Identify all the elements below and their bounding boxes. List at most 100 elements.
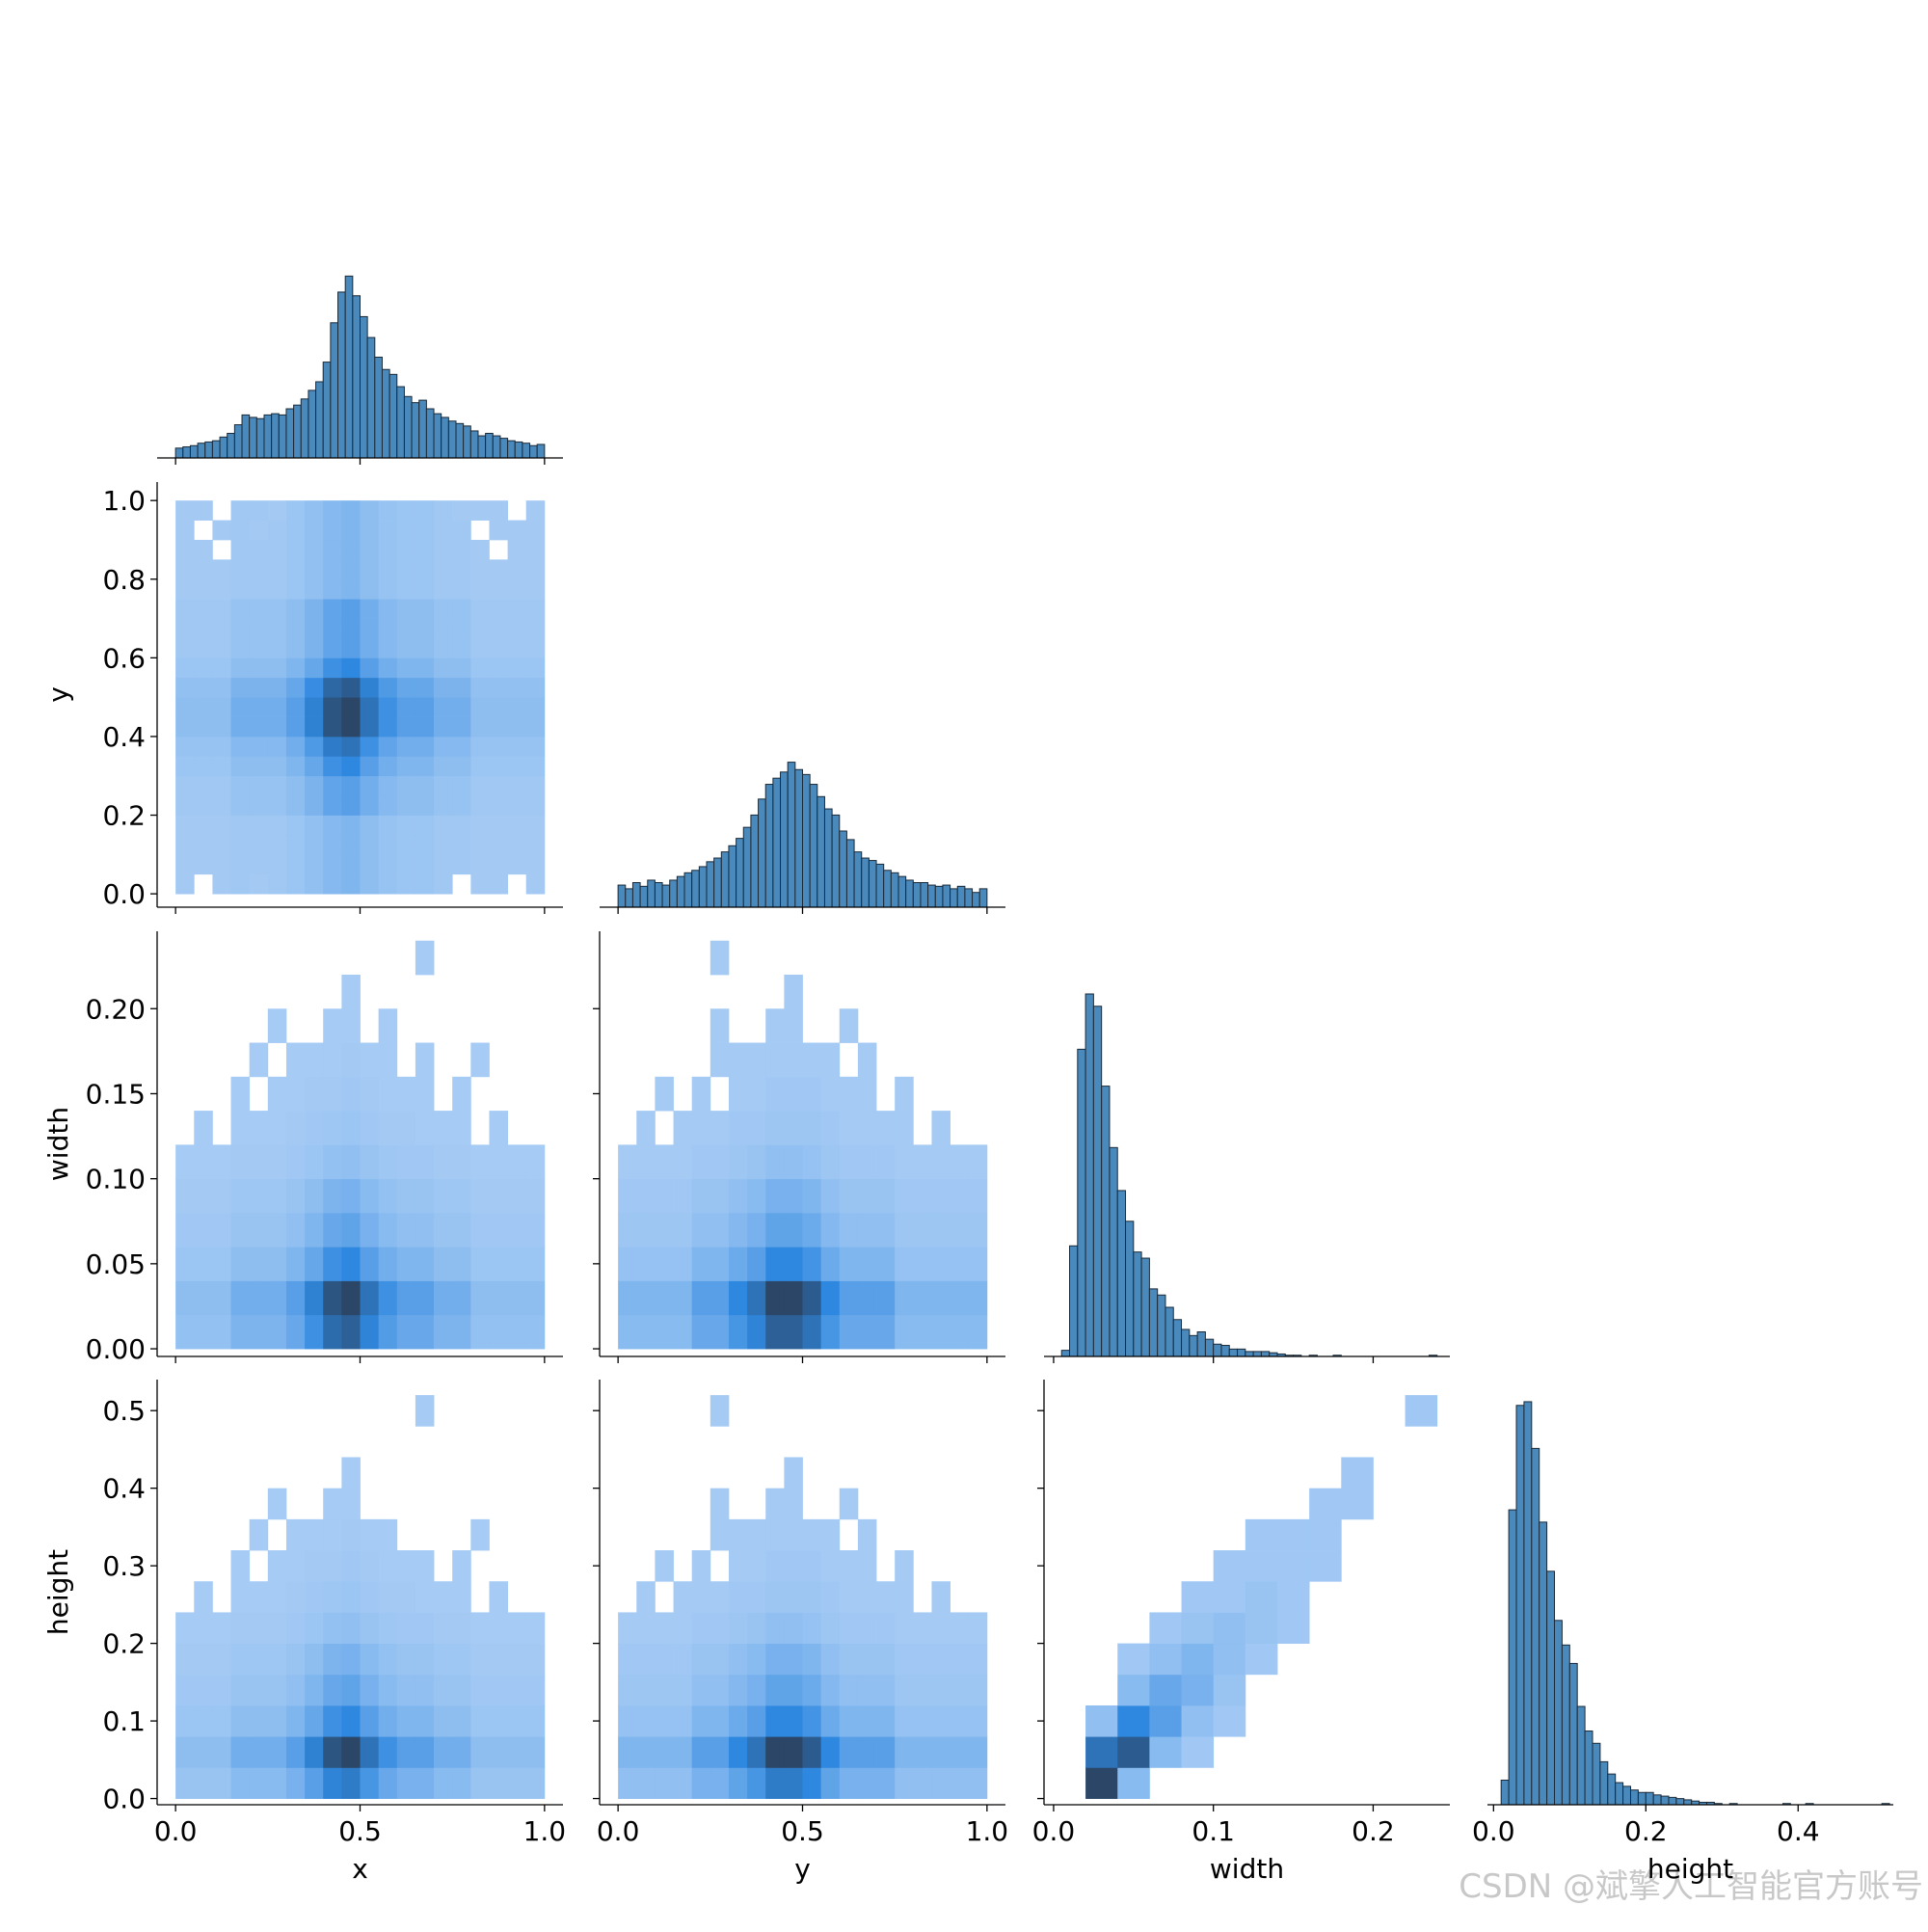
heat-cell — [415, 1247, 435, 1281]
heat-cell — [784, 1247, 803, 1281]
heat-cell — [876, 1674, 896, 1706]
heat-cell — [378, 559, 398, 580]
heat-cell — [341, 795, 361, 816]
heat-cell — [876, 1581, 896, 1613]
heat-cell — [784, 1178, 803, 1214]
hist-bar — [344, 275, 354, 459]
heat-cell — [285, 559, 306, 580]
heat-cell — [728, 1674, 748, 1706]
hist-bar — [964, 888, 974, 908]
heat-cell — [895, 1550, 914, 1582]
heat-cell — [747, 1704, 766, 1737]
heat-cell — [470, 539, 490, 560]
heat-cell — [820, 1736, 841, 1768]
heat-cell — [230, 1111, 251, 1145]
heat-cell — [857, 1042, 877, 1078]
heat-cell — [249, 1314, 269, 1350]
heat-cell — [507, 1612, 527, 1645]
heat-cell — [636, 1704, 656, 1737]
heat-cell — [378, 1280, 398, 1316]
heat-cell — [249, 756, 269, 777]
hist-bar — [411, 402, 420, 459]
hist-bar — [1584, 1731, 1593, 1806]
hist-bar — [691, 870, 700, 908]
heat-cell — [267, 1247, 287, 1281]
hist-bar — [823, 808, 833, 908]
hist-bar — [1125, 1221, 1135, 1357]
y-tick-label: 0.4 — [102, 1473, 146, 1505]
heat-cell — [434, 1247, 453, 1281]
hist-bar — [219, 436, 228, 459]
heat-cell — [341, 1280, 361, 1316]
heat-cell — [507, 520, 527, 541]
heat-cell — [230, 873, 251, 895]
heat-cell — [396, 1111, 416, 1145]
heat-cell — [305, 736, 324, 757]
heat-cell — [452, 1612, 471, 1645]
heat-cell — [470, 1612, 490, 1645]
heat-cell — [175, 1144, 195, 1180]
heat-cell — [378, 834, 398, 855]
heat-cell — [396, 599, 416, 619]
heat-cell — [618, 1612, 637, 1645]
heat-cell — [305, 1111, 324, 1145]
y-tick-label: 0.8 — [102, 564, 146, 596]
heat-cell — [765, 1042, 785, 1078]
heat-cell — [323, 1704, 342, 1737]
heat-cell — [655, 1076, 674, 1112]
heat-cell — [285, 795, 306, 816]
heat-cell — [415, 520, 435, 541]
y-tick-label: 0.1 — [102, 1705, 146, 1737]
hist-bar — [469, 430, 479, 459]
heat-cell — [323, 1674, 342, 1706]
heat-cell — [507, 1643, 527, 1676]
heat-cell — [194, 795, 213, 816]
heat-cell — [267, 677, 287, 698]
heat-cell — [857, 1212, 877, 1248]
heat-cell — [360, 1612, 380, 1645]
heat-cell — [636, 1178, 656, 1214]
y-tick-label: 0.05 — [86, 1248, 146, 1280]
heat-cell — [857, 1736, 877, 1768]
heat-cell — [525, 873, 546, 895]
heat-cell — [802, 1612, 822, 1645]
heat-cell — [636, 1674, 656, 1706]
heat-cell — [194, 834, 213, 855]
hist-bar — [1523, 1401, 1533, 1806]
heat-cell — [175, 539, 195, 560]
heat-cell — [525, 775, 546, 796]
hist-bar — [764, 784, 774, 908]
heat-cell — [470, 1518, 490, 1551]
heat-cell — [839, 1550, 859, 1582]
heat-cell — [489, 1736, 508, 1768]
heat-cell — [489, 520, 508, 541]
heat-cell — [285, 1767, 306, 1799]
y-tick-label: 0.0 — [102, 878, 146, 910]
heat-cell — [691, 1280, 711, 1316]
heat-cell — [212, 736, 231, 757]
heat-cell — [820, 1042, 841, 1078]
heat-cell — [1149, 1643, 1182, 1676]
hist-bar — [388, 373, 398, 459]
heat-cell — [857, 1144, 877, 1180]
heat-cell — [507, 1247, 527, 1281]
heat-cell — [249, 637, 269, 658]
heat-cell — [1213, 1704, 1246, 1737]
heat-cell — [802, 1767, 822, 1799]
heat-cell — [747, 1280, 766, 1316]
heat-cell — [470, 1767, 490, 1799]
heat-cell — [212, 520, 231, 541]
heat-cell — [931, 1247, 951, 1281]
heat-cell — [470, 1144, 490, 1180]
heat-cell — [525, 539, 546, 560]
heat-cell — [1117, 1736, 1150, 1768]
heat-cell — [876, 1280, 896, 1316]
heat-cell — [230, 520, 251, 541]
heat-cell — [820, 1581, 841, 1613]
hist-bar — [1554, 1620, 1563, 1806]
heat-cell — [655, 1767, 674, 1799]
heat-cell — [913, 1212, 932, 1248]
hist-bar — [1204, 1338, 1215, 1357]
heat-cell — [249, 1247, 269, 1281]
heat-cell — [415, 815, 435, 836]
